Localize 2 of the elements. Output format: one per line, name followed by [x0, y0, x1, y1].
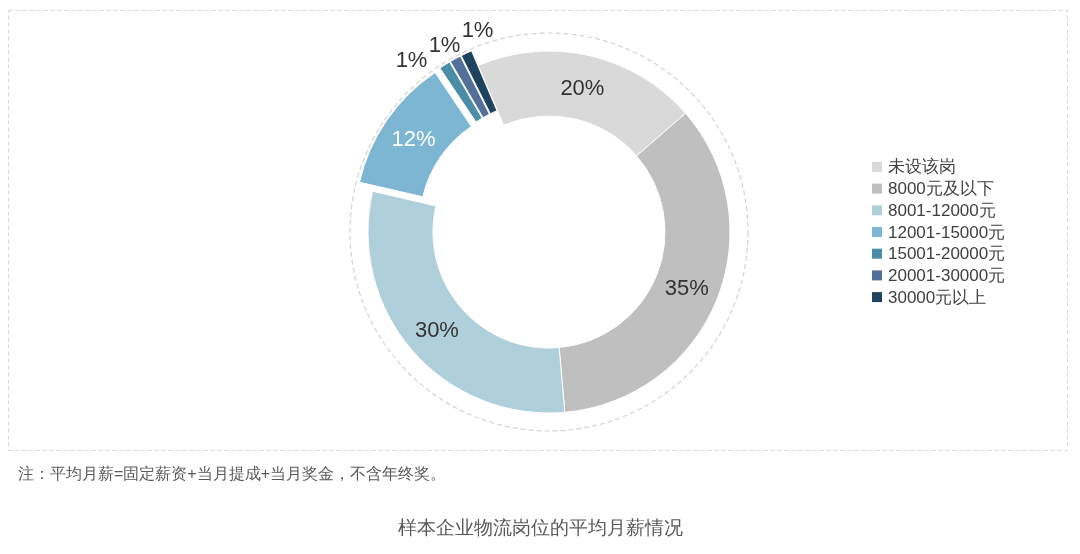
title: 样本企业物流岗位的平均月薪情况: [397, 516, 683, 538]
annotation: 注：平均月薪=固定薪资+当月提成+当月奖金，不含年终奖。: [18, 464, 447, 482]
